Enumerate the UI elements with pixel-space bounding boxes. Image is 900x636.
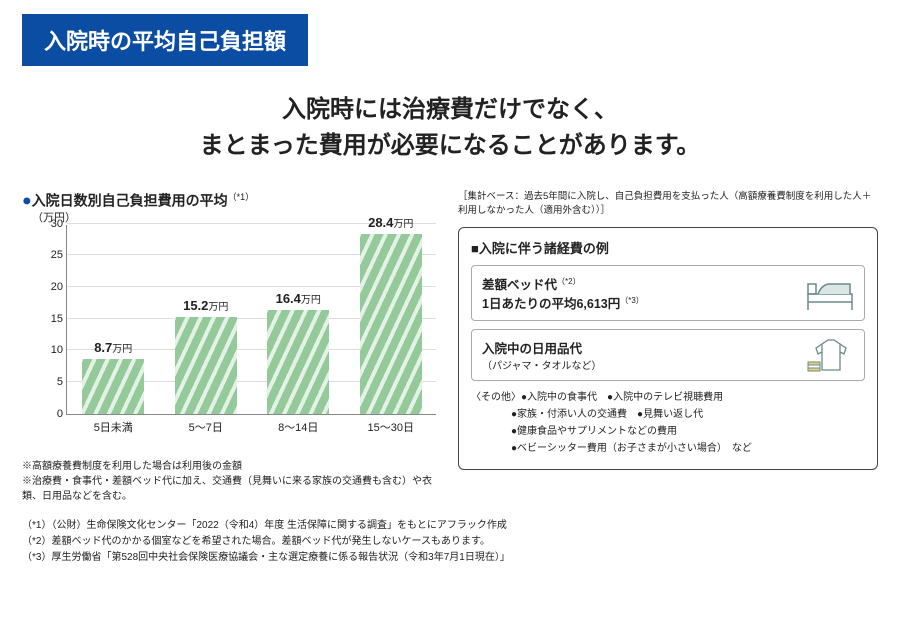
bar: 16.4万円 [267,224,329,414]
chart-title-bullet: ● [22,193,32,210]
pajama-icon [806,336,854,374]
bar: 28.4万円 [360,224,422,414]
y-tick: 15 [39,313,63,325]
title-banner: 入院時の平均自己負担額 [22,14,308,66]
expense-item-daily: 入院中の日用品代 （パジャマ・タオルなど） [471,329,865,381]
y-tick: 10 [39,344,63,356]
headline-line2: まとまった費用が必要になることがあります。 [200,132,701,159]
chart-notes: ※高額療養費制度を利用した場合は利用後の金額 ※治療費・食事代・差額ベッド代に加… [22,459,444,504]
x-tick: 8～14日 [259,419,337,435]
bar-value-label: 15.2万円 [175,298,237,313]
bar-chart: （万円） 0510152025308.7万円5日未満15.2万円5～7日16.4… [32,225,444,445]
bar: 15.2万円 [175,224,237,414]
bar: 8.7万円 [82,224,144,414]
headline-line1: 入院時には治療費だけでなく、 [282,96,618,123]
sample-note: ［集計ベース：過去5年間に入院し、自己負担費用を支払った人（高額療養費制度を利用… [458,190,878,219]
y-tick: 20 [39,281,63,293]
bed-icon [806,274,854,312]
bar-value-label: 16.4万円 [267,291,329,306]
expense-box-title: ■入院に伴う諸経費の例 [471,238,865,257]
y-tick: 0 [39,408,63,420]
footnotes: （*1）（公財）生命保険文化センター「2022（令和4）年度 生活保障に関する調… [0,518,900,566]
x-tick: 5日未満 [74,419,152,435]
expense-other: 〈その他〉●入院中の食事代 ●入院中のテレビ視聴費用 ●家族・付添い人の交通費 … [471,389,865,457]
footnote-1: （*1）（公財）生命保険文化センター「2022（令和4）年度 生活保障に関する調… [22,518,878,534]
headline: 入院時には治療費だけでなく、 まとまった費用が必要になることがあります。 [0,92,900,164]
bar-value-label: 28.4万円 [360,215,422,230]
expense-box: ■入院に伴う諸経費の例 差額ベッド代（*2） 1日あたりの平均6,613円（*3… [458,227,878,470]
y-tick: 30 [39,218,63,230]
expense-item-bed: 差額ベッド代（*2） 1日あたりの平均6,613円（*3） [471,265,865,321]
bar-value-label: 8.7万円 [82,340,144,355]
y-tick: 5 [39,376,63,388]
footnote-3: （*3）厚生労働省「第528回中央社会保険医療協議会・主な選定療養に係る報告状況… [22,550,878,566]
chart-note-2: ※治療費・食事代・差額ベッド代に加え、交通費（見舞いに来る家族の交通費も含む）や… [22,474,444,504]
footnote-2: （*2）差額ベッド代のかかる個室などを希望された場合。差額ベッド代が発生しないケ… [22,534,878,550]
x-tick: 15～30日 [352,419,430,435]
y-tick: 25 [39,249,63,261]
chart-title: ●入院日数別自己負担費用の平均（*1） [22,190,444,211]
chart-note-1: ※高額療養費制度を利用した場合は利用後の金額 [22,459,444,474]
x-tick: 5～7日 [167,419,245,435]
